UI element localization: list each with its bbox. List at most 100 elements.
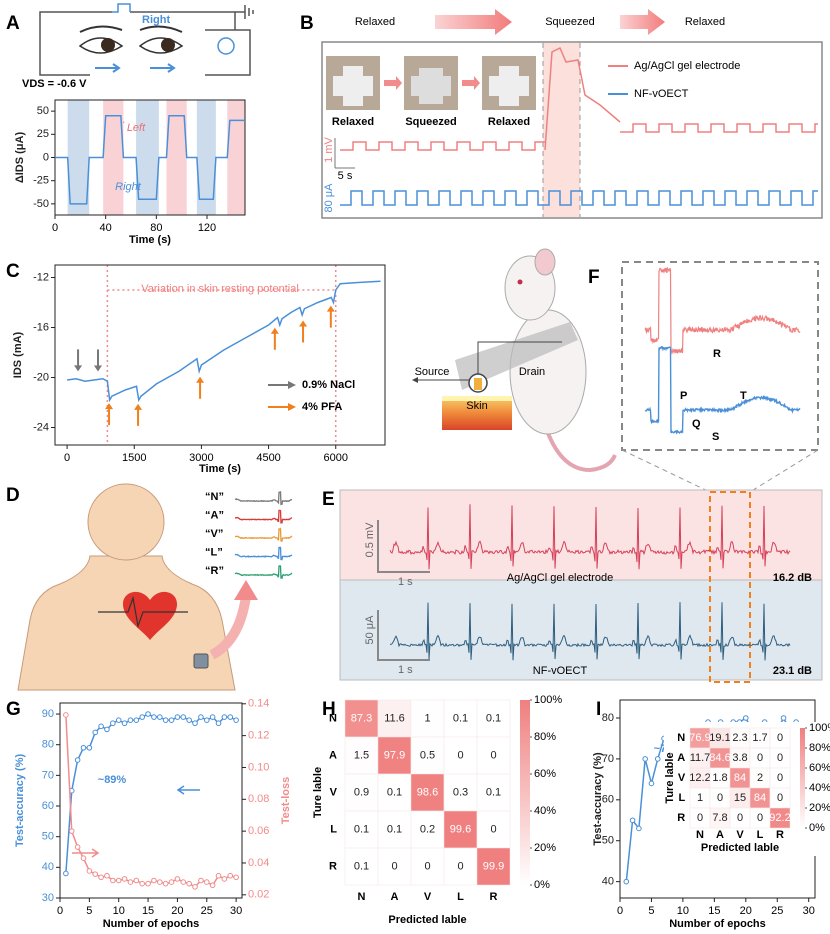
transistor-channel [474,378,482,390]
heatmap-cell [476,699,511,738]
data-point [186,880,192,887]
y-tick-label: 0 [43,151,49,163]
y-tick-label: -25 [33,175,49,187]
plot-frame [54,264,386,446]
row-label: A [329,749,337,761]
cell-label: 97.9 [384,749,405,761]
cell-label: 1 [697,792,703,804]
photo-label: Relaxed [332,116,374,128]
phase-label: Relaxed [355,16,395,28]
panel-frame [321,41,823,219]
data-point [110,720,116,727]
class-label: “R” [205,565,224,577]
y2-tick-label: 0.08 [248,793,269,805]
data-point [86,868,93,874]
cell-label: 0.1 [486,712,501,724]
cell-label: 0 [391,860,397,872]
highlight-region [229,100,245,215]
squeeze-region [543,43,580,217]
data-point [121,720,128,727]
cell-label: 0.9 [354,786,369,798]
arrow-head [196,376,205,383]
event-arrow [299,320,308,343]
data-point [74,757,81,763]
panel-label: G [6,699,21,720]
row-label: R [677,812,685,824]
eye [78,37,124,54]
scale-label: 80 μA [323,183,335,213]
data-point [104,726,110,733]
cell-label: 0.1 [354,860,369,872]
data-point [233,717,239,723]
panel-label: D [6,485,20,506]
cell-label: 0 [457,860,463,872]
x-axis-label: Time (s) [129,234,171,246]
data-point [168,879,175,885]
event-arrow [196,376,205,399]
wire [418,341,562,381]
cell-label: 98.6 [417,786,438,798]
data-point [192,884,198,890]
ecg-trace [644,345,801,435]
trace-box [339,489,823,581]
phase-label: Relaxed [685,16,725,28]
y-axis-label: ΔIDS (μA) [14,132,26,184]
ecg-trace [644,266,801,355]
data-point [86,744,93,751]
x-axis-label: Number of epochs [669,918,766,930]
heatmap-cell [476,847,511,886]
x-tick-label: 0 [57,905,63,917]
arrow-head [93,365,102,372]
y2-tick-label: 0.02 [248,889,269,901]
wire-arrow [412,377,418,383]
x-tick-label: 25 [201,905,213,917]
wave-label: T [740,390,747,402]
data-point [139,714,145,720]
data-point [227,714,234,720]
colorbar-tick-label: 40% [534,805,556,817]
data-point [74,844,81,850]
body [17,555,236,691]
phase-label: Squeezed [545,16,595,28]
cell-label: 1.8 [712,772,727,784]
phase-arrow [435,9,512,35]
pulse [112,3,131,13]
data-point [115,877,122,884]
data-point [198,877,204,884]
data-point [63,870,69,877]
electrode-trace [340,46,818,151]
event-arrow [326,305,335,328]
x-tick-label: 15 [142,905,154,917]
colorbar-tick-label: 20% [534,842,556,854]
x-tick-label: 10 [113,905,125,917]
y-tick-label: 40 [42,861,54,873]
x-tick-label: 15 [708,905,720,917]
event-arrow [270,327,279,350]
data-point [629,817,636,824]
colorbar [800,728,805,828]
panel-d [17,483,258,691]
x-tick-label: 5 [648,905,654,917]
data-point [174,876,181,882]
heatmap-cell [443,847,478,886]
scale-bar [377,610,430,661]
colorbar-tick-label: 0% [809,822,825,834]
y2-tick-label: 0.10 [248,761,269,773]
data-point [98,723,104,730]
rat-ear [534,248,556,276]
series-line [55,115,245,205]
x-tick-label: 80 [150,222,162,234]
data-point [215,872,222,879]
y-tick-label: -16 [33,321,49,333]
device-cross [489,66,529,106]
cell-label: 0 [757,812,763,824]
zoom-frame [621,261,819,451]
row-label: V [678,772,686,784]
ground [235,5,254,19]
snr-label: 16.2 dB [773,572,812,584]
panel-label: B [300,13,314,34]
panel-label: E [322,489,335,510]
data-point [648,780,655,787]
y-tick-label: 50 [602,835,614,847]
